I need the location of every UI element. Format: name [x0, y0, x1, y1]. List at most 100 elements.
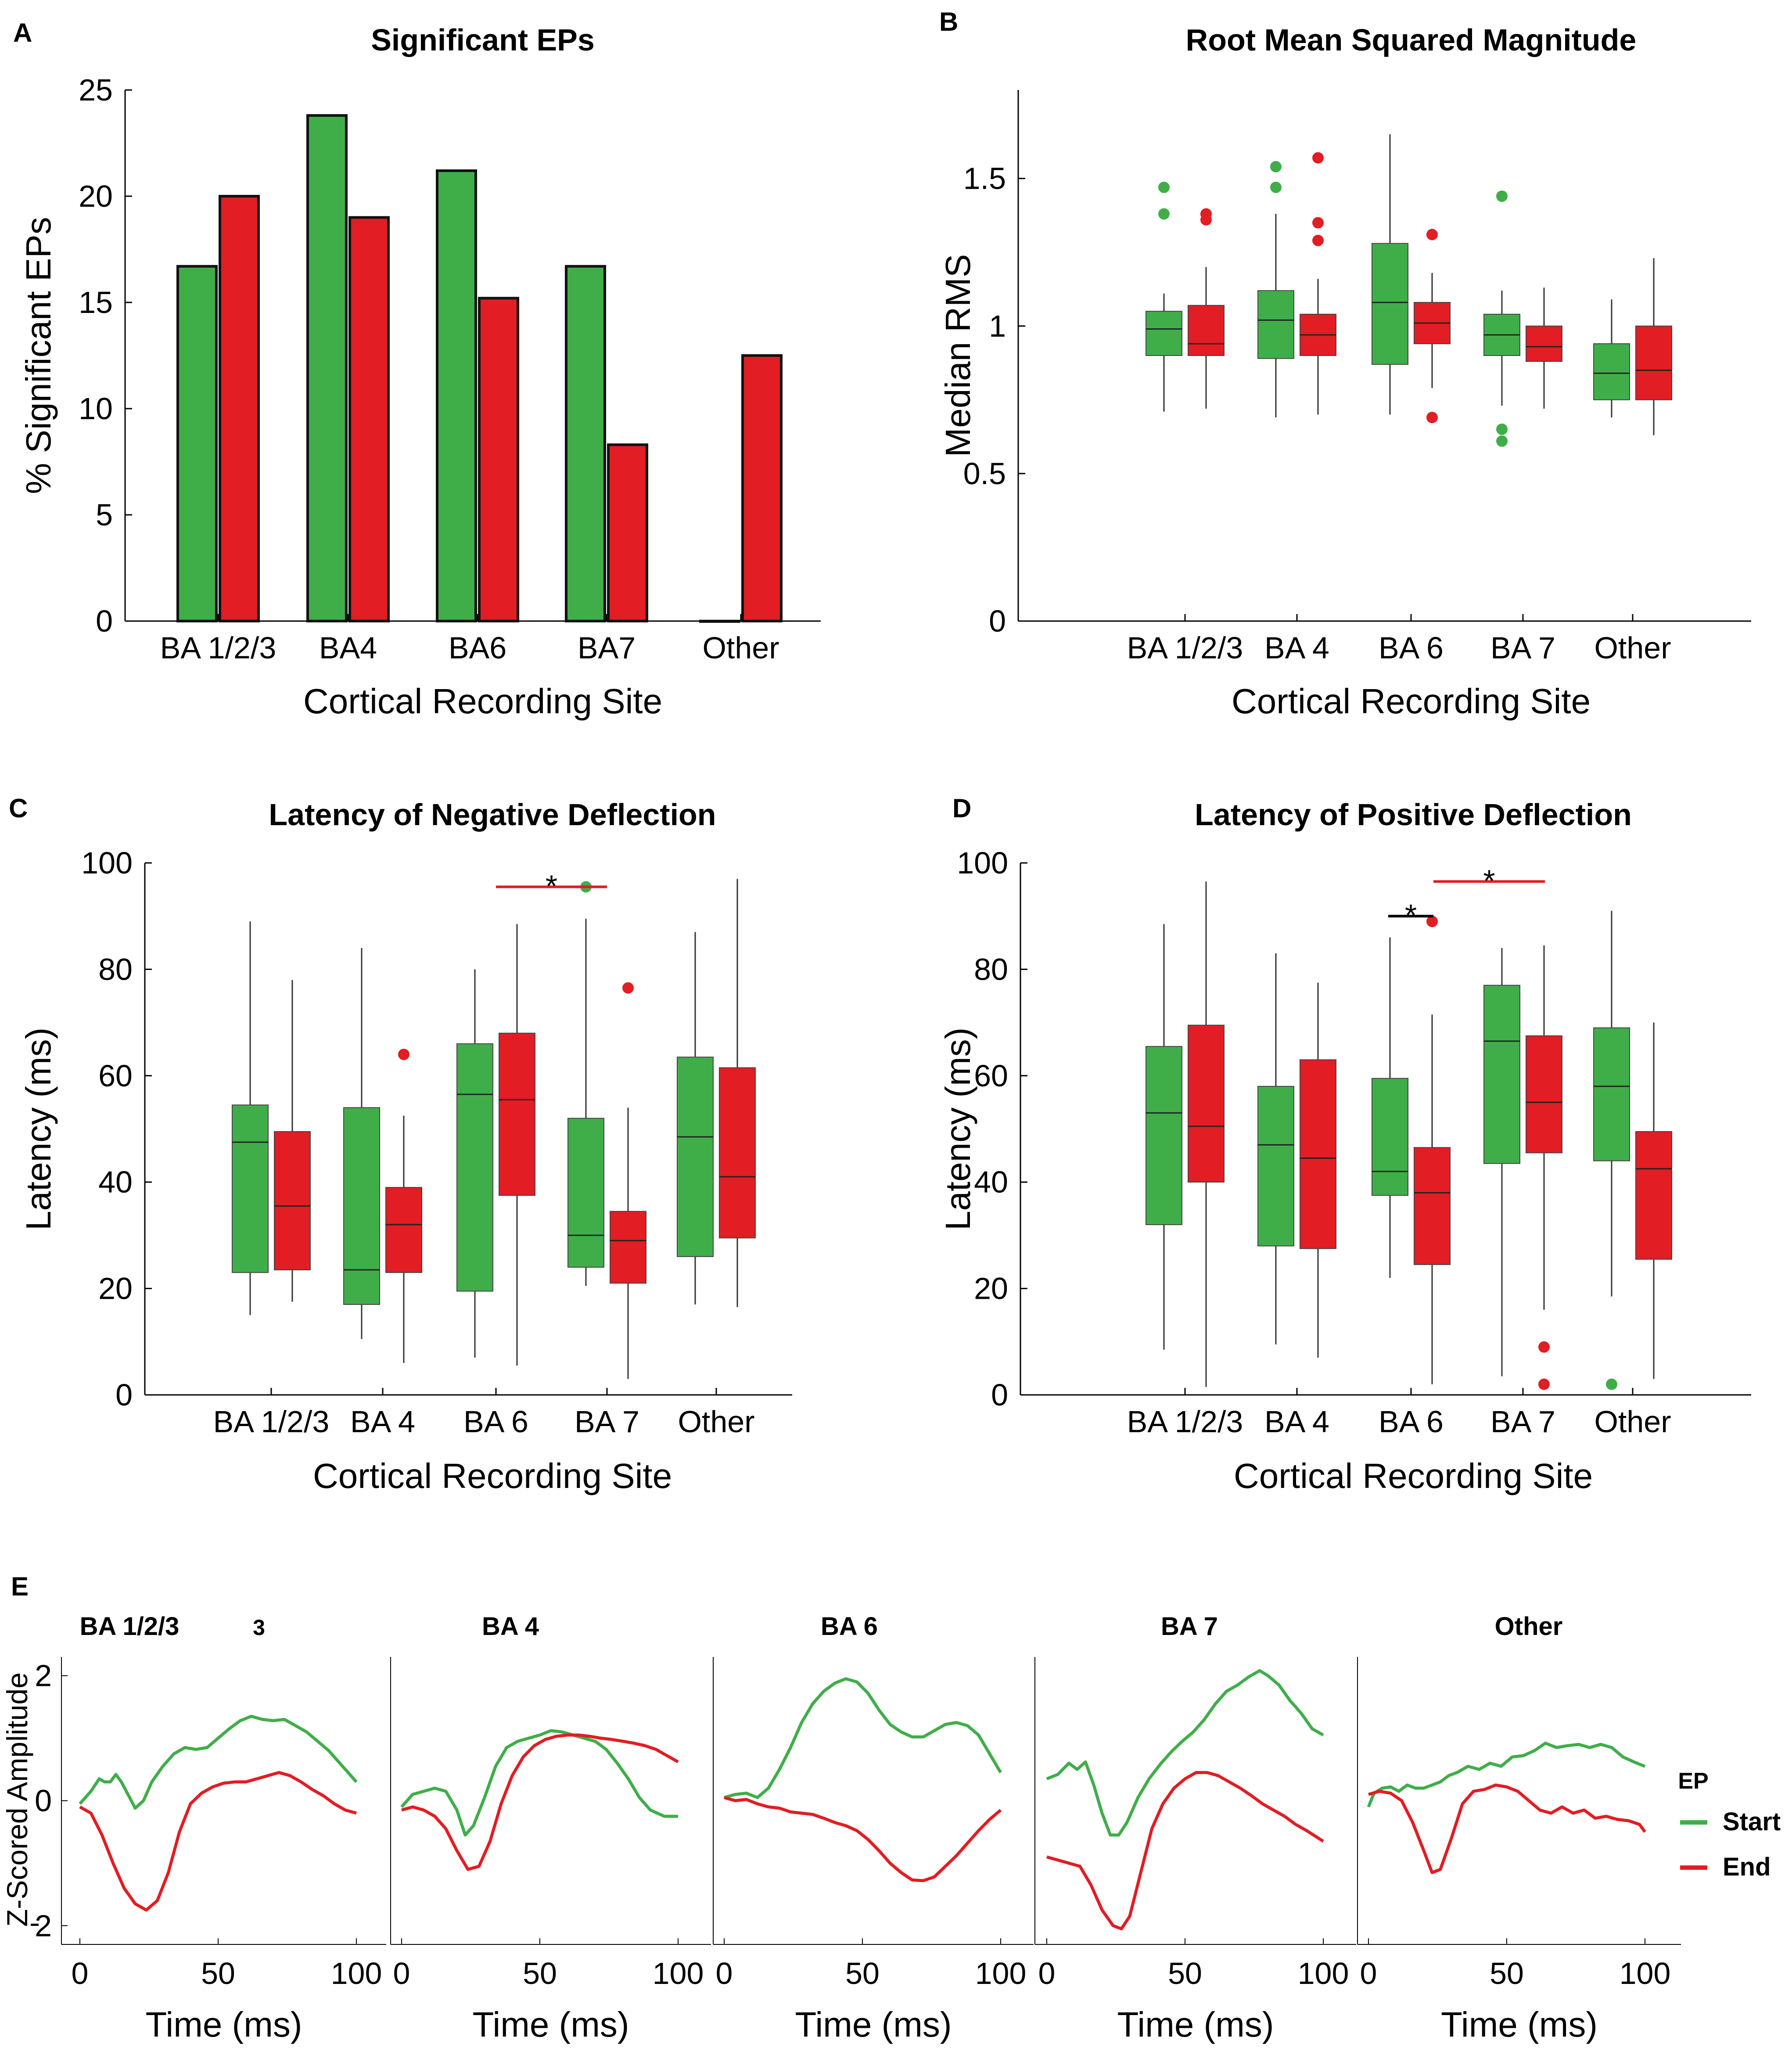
legend-label-end: End: [1723, 1853, 1771, 1881]
outlier-point: [1270, 161, 1282, 172]
box-start: [1372, 243, 1408, 365]
y-axis-label: Median RMS: [938, 254, 977, 457]
outlier-point: [1158, 181, 1170, 193]
tick-label-e-x: 50: [845, 1956, 880, 1991]
tick-label-e-x: 50: [201, 1956, 235, 1991]
tick-label-e-x: 100: [1298, 1956, 1349, 1991]
tick-label-e-x: 100: [331, 1956, 382, 1991]
x-axis-label: Cortical Recording Site: [313, 1456, 672, 1495]
significance-star: *: [1483, 863, 1495, 898]
outlier-point: [1496, 190, 1508, 202]
tick-label-e-x: 100: [653, 1956, 704, 1991]
outlier-point: [1538, 1378, 1550, 1390]
bar-start: [699, 620, 740, 623]
category-label: BA 4: [1264, 631, 1329, 665]
tick-label-a-y: 20: [79, 179, 113, 213]
x-axis-label-e: Time (ms): [795, 2005, 952, 2044]
tick-label-a-y: 10: [79, 392, 113, 426]
subplot-title: BA 1/2/3: [80, 1612, 180, 1641]
category-label-a: BA6: [449, 631, 506, 665]
bar-start: [306, 114, 348, 623]
y-axis-label: Latency (ms): [938, 1028, 977, 1230]
tick-label-y: 80: [98, 952, 133, 986]
subplot-title: BA 7: [1161, 1612, 1218, 1641]
box-start: [567, 1117, 604, 1268]
outlier-point: [1426, 229, 1438, 241]
bar-end: [348, 216, 390, 622]
series-line-start: [1367, 1742, 1646, 1808]
bar-end: [607, 443, 648, 623]
category-label-a: BA 1/2/3: [160, 631, 277, 665]
tick-label-a-y: 0: [96, 604, 113, 638]
series-line-end: [724, 1796, 1002, 1883]
bar-start: [565, 265, 606, 622]
category-label: BA 1/2/3: [213, 1405, 330, 1439]
subplot-title: Other: [1495, 1612, 1563, 1641]
tick-label-e-x: 0: [393, 1956, 410, 1991]
box-start: [1593, 343, 1630, 400]
box-end: [1188, 1024, 1225, 1183]
tick-label-e-x: 0: [72, 1956, 89, 1991]
box-end: [499, 1032, 535, 1196]
tick-label-e-x: 100: [975, 1956, 1027, 1991]
category-label: BA 6: [1379, 631, 1444, 665]
outlier-point: [1426, 412, 1438, 424]
tick-label-y: 0: [989, 604, 1006, 638]
box-end: [385, 1187, 422, 1273]
outlier-point: [1158, 208, 1170, 220]
tick-label-y: 60: [974, 1059, 1008, 1093]
outlier-point: [1538, 1341, 1550, 1353]
x-axis-label-e: Time (ms): [473, 2005, 629, 2044]
category-label: Other: [678, 1405, 754, 1439]
category-label: BA 7: [575, 1405, 639, 1439]
panel-label-e: E: [11, 1572, 29, 1601]
box-end: [1526, 1035, 1562, 1153]
x-axis-label-a: Cortical Recording Site: [303, 682, 662, 721]
chart-title-a: Significant EPs: [371, 23, 595, 57]
tick-label-a-y: 25: [79, 73, 113, 107]
outlier-point: [1200, 208, 1212, 220]
category-label: Other: [1594, 1405, 1671, 1439]
box-start: [1146, 311, 1182, 356]
outlier-point: [1312, 217, 1324, 229]
x-axis-label-e: Time (ms): [146, 2005, 302, 2044]
tick-label-y: 100: [81, 846, 133, 880]
series-line-start: [79, 1714, 358, 1810]
tick-label-y: 1: [989, 309, 1006, 343]
chart-title: Root Mean Squared Magnitude: [1186, 23, 1637, 57]
bar-end: [219, 195, 260, 622]
category-label: BA 6: [463, 1405, 528, 1439]
x-axis-label: Cortical Recording Site: [1232, 682, 1591, 721]
tick-label-y: 0.5: [963, 456, 1006, 491]
significance-star: *: [546, 869, 557, 903]
category-label: BA 4: [1264, 1405, 1329, 1439]
series-line-end: [79, 1771, 357, 1912]
box-end: [719, 1067, 756, 1239]
tick-label-e-x: 0: [716, 1956, 733, 1991]
tick-label-e-x: 50: [1168, 1956, 1202, 1991]
outlier-point: [1496, 424, 1508, 435]
tick-label-e-x: 50: [1490, 1956, 1524, 1991]
bar-start: [176, 265, 218, 622]
outlier-point: [1496, 435, 1508, 447]
outlier-point: [1312, 152, 1324, 164]
tick-label-e-y: 2: [35, 1659, 52, 1693]
legend-title: EP: [1678, 1768, 1708, 1794]
series-line-end: [401, 1733, 679, 1871]
category-label: BA 6: [1379, 1405, 1444, 1439]
chart-title: Latency of Positive Deflection: [1195, 798, 1632, 832]
box-start: [1372, 1078, 1408, 1196]
outlier-point: [622, 982, 634, 994]
box-end: [1300, 1059, 1336, 1249]
box-start: [1593, 1027, 1630, 1161]
box-start: [1257, 1086, 1294, 1247]
bar-end: [741, 354, 783, 622]
outlier-point: [1312, 234, 1324, 246]
tick-label-y: 60: [98, 1059, 133, 1093]
significance-star: *: [1405, 898, 1417, 932]
tick-label-y: 100: [957, 846, 1008, 880]
series-line-start: [400, 1729, 678, 1837]
tick-label-a-y: 5: [96, 498, 113, 532]
category-label-a: BA4: [319, 631, 377, 665]
box-end: [274, 1131, 311, 1271]
